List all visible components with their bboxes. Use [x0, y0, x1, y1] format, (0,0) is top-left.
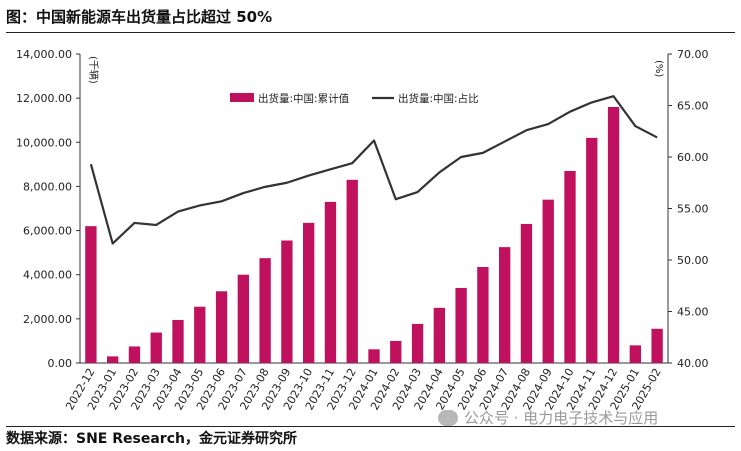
legend-bar-swatch: [230, 93, 254, 102]
bar-2024-07: [499, 247, 511, 363]
bar-2024-01: [368, 349, 380, 363]
right-tick-label: 55.00: [677, 203, 709, 216]
right-tick-label: 50.00: [677, 254, 709, 267]
chart-title: 图：中国新能源车出货量占比超过 50%: [6, 8, 273, 26]
left-unit-label: (千辆): [87, 56, 100, 84]
bar-2023-11: [324, 201, 337, 363]
bar-2024-04: [433, 307, 445, 363]
left-tick-label: 2,000.00: [23, 313, 72, 326]
source-rule: [6, 426, 735, 427]
right-tick-label: 45.00: [677, 306, 709, 319]
bar-2024-10: [564, 170, 576, 363]
left-tick-label: 4,000.00: [23, 269, 72, 282]
bar-2023-01: [107, 356, 119, 363]
bar-2024-06: [477, 266, 489, 363]
bar-2022-12: [85, 226, 97, 363]
watermark: 公众号 · 电力电子技术与应用: [438, 407, 658, 428]
bar-2024-05: [455, 287, 467, 363]
watermark-text: 公众号 · 电力电子技术与应用: [464, 409, 659, 427]
bar-2023-02: [128, 346, 141, 363]
legend-line-label: 出货量:中国:占比: [398, 92, 479, 105]
chart-area: 0.00 2,000.00 4,000.00 6,000.00 8,000.00 10,0…: [16, 48, 709, 412]
bar-2023-06: [215, 291, 228, 363]
left-tick-label: 0.00: [48, 357, 73, 370]
left-tick-label: 10,000.00: [16, 136, 72, 149]
left-tick-label: 8,000.00: [23, 180, 72, 193]
bar-2023-10: [303, 222, 315, 363]
title-rule: [6, 32, 735, 33]
bar-2023-03: [150, 332, 162, 363]
bar-2023-05: [194, 306, 206, 363]
bar-2023-08: [259, 258, 271, 363]
bar-2024-11: [586, 137, 598, 363]
right-tick-label: 65.00: [677, 100, 709, 113]
bar-2024-08: [520, 223, 533, 363]
source-note: 数据来源：SNE Research，金元证券研究所: [6, 431, 297, 447]
bar-2025-02: [651, 328, 663, 363]
bar-2023-07: [237, 274, 249, 363]
bar-2024-02: [390, 340, 402, 363]
left-tick-label: 12,000.00: [16, 92, 72, 105]
legend-bar-label: 出货量:中国:累计值: [258, 92, 350, 105]
bar-2025-01: [629, 345, 641, 363]
bar-2024-03: [411, 323, 424, 363]
left-tick-label: 14,000.00: [16, 48, 72, 61]
wechat-icon: [438, 409, 458, 426]
bar-2023-09: [281, 240, 293, 363]
bar-2024-12: [607, 106, 620, 363]
bar-2024-09: [542, 199, 554, 363]
right-tick-label: 70.00: [677, 48, 709, 61]
right-tick-label: 60.00: [677, 151, 709, 164]
bar-2023-12: [346, 179, 358, 363]
bar-2023-04: [172, 319, 184, 363]
left-tick-label: 6,000.00: [23, 225, 72, 238]
right-unit-label: (%): [653, 60, 664, 77]
right-tick-label: 40.00: [677, 357, 709, 370]
